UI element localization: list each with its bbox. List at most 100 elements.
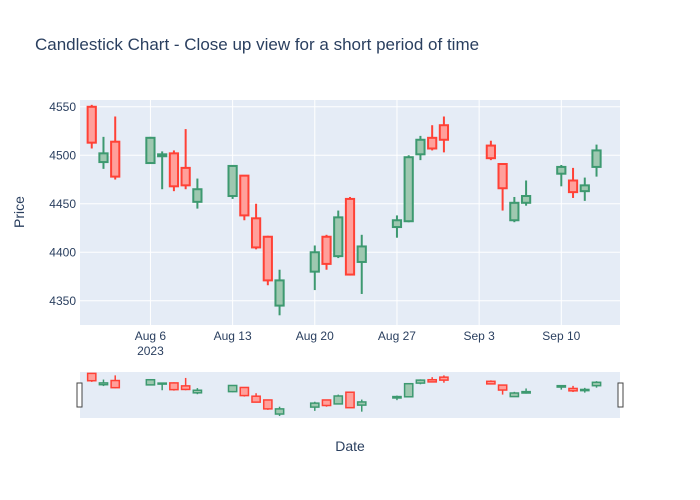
slider-candle[interactable] <box>98 379 109 387</box>
slider-candle-body <box>509 392 520 398</box>
slider-candle[interactable] <box>439 375 449 383</box>
main-candle[interactable] <box>180 129 191 190</box>
main-candle[interactable] <box>239 174 250 221</box>
slider-candle-body <box>86 372 97 382</box>
slider-candle[interactable] <box>486 380 496 385</box>
slider-candle[interactable] <box>262 399 273 410</box>
main-candle[interactable] <box>427 125 438 151</box>
main-candle[interactable] <box>250 203 262 250</box>
y-axis-title: Price <box>11 196 27 228</box>
main-candle[interactable] <box>403 155 414 223</box>
slider-candle[interactable] <box>591 381 602 388</box>
slider-candle-body <box>239 386 250 397</box>
main-candle[interactable] <box>262 235 273 286</box>
slider-candle[interactable] <box>180 377 191 391</box>
slider-candle[interactable] <box>86 372 97 382</box>
y-tick-label: 4500 <box>49 148 76 162</box>
slider-candle[interactable] <box>556 384 567 390</box>
x-tick-label: Sep 10 <box>542 329 580 343</box>
main-candle[interactable] <box>192 178 203 209</box>
x-axis-title: Date <box>335 438 365 454</box>
main-candle[interactable] <box>485 140 496 161</box>
slider-candle-body <box>333 395 344 405</box>
main-candle[interactable] <box>344 196 356 276</box>
slider-candle-body <box>98 382 109 386</box>
slider-candle[interactable] <box>568 385 578 393</box>
main-candle-body <box>98 152 109 164</box>
main-candle[interactable] <box>509 196 520 223</box>
main-candle-body <box>556 165 567 175</box>
slider-candle[interactable] <box>251 393 261 403</box>
main-candle[interactable] <box>591 144 602 177</box>
slider-candle[interactable] <box>521 388 531 394</box>
slider-candle[interactable] <box>145 378 156 386</box>
slider-candle[interactable] <box>356 399 367 412</box>
main-candle-body <box>333 216 344 258</box>
main-candle[interactable] <box>227 164 238 199</box>
main-candle-body <box>321 235 332 265</box>
slider-candle-body <box>356 401 367 406</box>
main-candle-body <box>520 195 532 204</box>
slider-candle[interactable] <box>579 387 590 393</box>
y-tick-label: 4550 <box>49 100 76 114</box>
slider-candle-body <box>568 387 578 392</box>
slider-candle[interactable] <box>157 382 168 391</box>
slider-candle-body <box>486 380 496 385</box>
main-candle[interactable] <box>391 215 403 238</box>
slider-candle[interactable] <box>309 401 320 411</box>
main-candle-body <box>86 105 97 144</box>
slider-candle[interactable] <box>403 382 414 398</box>
slider-candle[interactable] <box>192 388 203 395</box>
main-candle-body <box>168 152 180 188</box>
slider-candle-body <box>145 378 156 386</box>
main-candle[interactable] <box>567 167 579 198</box>
slider-candle-body <box>169 382 179 391</box>
slider-candle[interactable] <box>274 406 285 417</box>
slider-candle[interactable] <box>333 394 344 405</box>
main-candle[interactable] <box>145 136 156 165</box>
slider-candle[interactable] <box>345 391 355 409</box>
main-candle[interactable] <box>333 210 344 259</box>
main-candle[interactable] <box>274 269 285 316</box>
main-candle[interactable] <box>309 245 320 291</box>
main-candle[interactable] <box>168 150 180 192</box>
main-candle[interactable] <box>98 136 109 169</box>
slider-candle[interactable] <box>509 391 520 398</box>
main-candle-body <box>239 174 250 217</box>
slider-candle[interactable] <box>169 382 179 391</box>
y-tick-label: 4450 <box>49 197 76 211</box>
slider-candle[interactable] <box>427 377 438 383</box>
main-candle[interactable] <box>556 164 567 187</box>
main-candle-body <box>157 153 168 158</box>
main-candle[interactable] <box>497 163 508 211</box>
main-candle[interactable] <box>86 104 97 149</box>
main-candle[interactable] <box>110 116 121 180</box>
main-candle[interactable] <box>321 234 332 270</box>
main-candle-body <box>356 245 367 263</box>
main-candle[interactable] <box>579 177 590 201</box>
main-candles <box>86 104 602 316</box>
main-candle-body <box>427 136 438 150</box>
slider-candle[interactable] <box>110 375 121 389</box>
range-slider-right-handle[interactable] <box>617 382 624 408</box>
slider-candle[interactable] <box>497 384 508 395</box>
slider-candle-body <box>427 378 438 383</box>
x-tick-label: Aug 6 <box>135 329 167 343</box>
main-candle[interactable] <box>415 135 426 161</box>
main-candle[interactable] <box>520 180 532 206</box>
main-candle[interactable] <box>438 116 450 153</box>
slider-candle[interactable] <box>415 379 426 385</box>
slider-candle[interactable] <box>227 384 238 393</box>
main-candle[interactable] <box>356 234 367 294</box>
range-slider-left-handle[interactable] <box>76 382 83 408</box>
slider-candle[interactable] <box>239 386 250 397</box>
main-candle-body <box>579 184 590 193</box>
slider-candle-body <box>321 399 332 407</box>
slider-candle-body <box>392 395 402 399</box>
slider-candle[interactable] <box>392 395 402 401</box>
y-tick-label: 4400 <box>49 245 76 259</box>
main-candle[interactable] <box>157 151 168 190</box>
slider-candle-body <box>415 379 426 384</box>
x-tick-label: Sep 3 <box>463 329 495 343</box>
slider-candle[interactable] <box>321 399 332 407</box>
